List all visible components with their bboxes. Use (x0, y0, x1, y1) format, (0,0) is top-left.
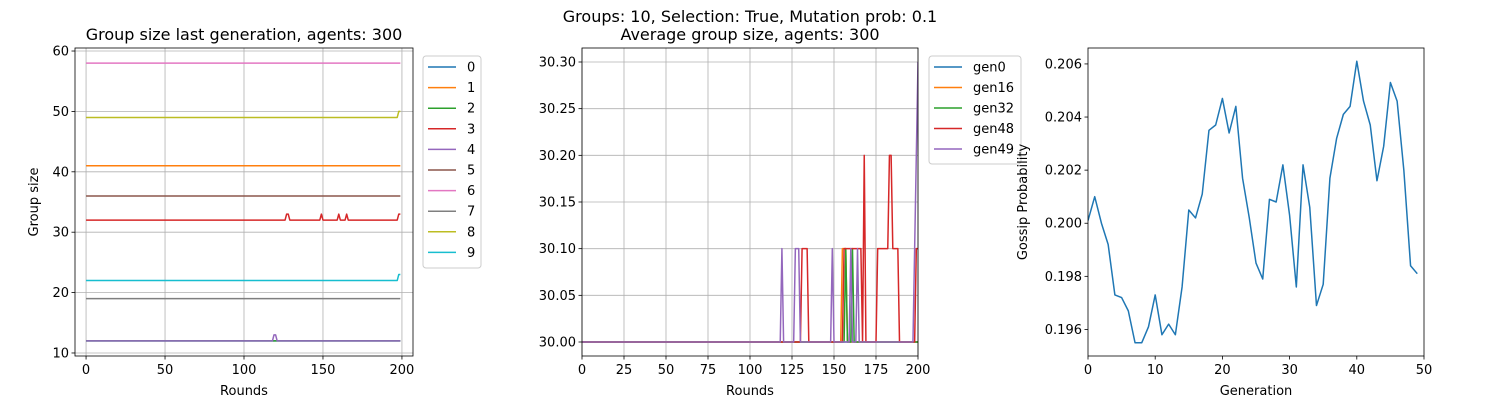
legend-label: 3 (467, 122, 475, 137)
legend-label: gen16 (973, 81, 1014, 96)
y-axis-label: Gossip Probability (1016, 144, 1031, 261)
y-tick-label: 0.196 (1045, 323, 1082, 338)
legend-label: 2 (467, 102, 475, 117)
y-axis-label: Group size (27, 168, 42, 237)
x-tick-label: 25 (616, 363, 633, 378)
x-tick-label: 50 (658, 363, 675, 378)
legend-box (928, 55, 1022, 165)
y-tick-label: 0.204 (1045, 111, 1082, 126)
subplot-3: 0 10 20 30 40 50 0.196 0.198 0.200 0.202 0.204 0.20… (1016, 47, 1433, 399)
x-tick-label: 10 (1147, 363, 1164, 378)
y-tick-label: 30.10 (539, 242, 576, 257)
legend-label: 7 (467, 205, 475, 220)
x-tick-label: 200 (906, 363, 931, 378)
legend-label: 8 (467, 225, 475, 240)
y-tick-label: 0.200 (1045, 217, 1082, 232)
legend: 0 1 2 3 4 5 6 7 8 9 (422, 55, 482, 269)
y-tick-label: 60 (52, 45, 69, 60)
x-tick-label: 50 (157, 363, 174, 378)
series-line-9 (86, 273, 401, 282)
x-tick-label: 100 (232, 363, 257, 378)
legend-label: gen49 (973, 143, 1014, 158)
x-axis-label: Generation (1220, 384, 1293, 399)
axes-frame (1087, 47, 1425, 357)
x-tick-label: 0 (82, 363, 90, 378)
figure-suptitle: Groups: 10, Selection: True, Mutation pr… (563, 7, 937, 26)
x-tick-label: 200 (390, 363, 415, 378)
legend: gen0 gen16 gen32 gen48 gen49 (928, 55, 1022, 165)
series-line-4 (86, 334, 401, 342)
x-tick-label: 100 (738, 363, 763, 378)
x-tick-label: 75 (700, 363, 717, 378)
series-group (582, 61, 918, 343)
y-tick-label: 30.00 (539, 336, 576, 351)
y-tick-label: 30.05 (539, 289, 576, 304)
x-tick-label: 0 (1084, 363, 1092, 378)
subplot-title: Average group size, agents: 300 (620, 25, 879, 44)
legend-label: 1 (467, 81, 475, 96)
x-tick-label: 125 (780, 363, 805, 378)
legend-label: 9 (467, 246, 475, 261)
legend-label: 6 (467, 184, 475, 199)
x-tick-label: 175 (864, 363, 889, 378)
legend-box (422, 55, 482, 269)
x-tick-label: 50 (1416, 363, 1433, 378)
y-tick-label: 30 (52, 226, 69, 241)
y-tick-label: 50 (52, 105, 69, 120)
y-tick-label: 0.202 (1045, 164, 1082, 179)
x-tick-label: 150 (311, 363, 336, 378)
series-line-gen49 (582, 61, 918, 343)
y-tick-label: 40 (52, 165, 69, 180)
legend-label: gen48 (973, 122, 1014, 137)
series-group (1088, 60, 1418, 344)
x-axis-label: Rounds (220, 384, 268, 399)
series-line-8 (86, 110, 401, 119)
series-group (86, 62, 401, 342)
y-tick-label: 0.198 (1045, 270, 1082, 285)
x-axis-label: Rounds (726, 384, 774, 399)
legend-label: gen0 (973, 61, 1006, 76)
legend-label: gen32 (973, 102, 1014, 117)
y-tick-label: 10 (52, 346, 69, 361)
legend-label: 5 (467, 164, 475, 179)
x-tick-label: 30 (1281, 363, 1298, 378)
y-tick-label: 30.25 (539, 102, 576, 117)
subplot-2: 0 25 50 75 100 125 150 175 200 30.00 30.05 30.10 30.… (539, 25, 1022, 399)
subplot-title: Group size last generation, agents: 300 (86, 25, 403, 44)
legend-label: 0 (467, 61, 475, 76)
series-line-series-0 (1088, 60, 1418, 344)
series-line-3 (86, 213, 401, 221)
y-tick-label: 30.15 (539, 196, 576, 211)
x-tick-label: 40 (1349, 363, 1366, 378)
y-tick-label: 0.206 (1045, 57, 1082, 72)
x-tick-label: 0 (578, 363, 586, 378)
y-tick-label: 30.30 (539, 56, 576, 71)
y-tick-label: 30.20 (539, 149, 576, 164)
x-tick-label: 20 (1214, 363, 1231, 378)
x-tick-label: 150 (822, 363, 847, 378)
legend-label: 4 (467, 143, 475, 158)
y-tick-label: 20 (52, 286, 69, 301)
